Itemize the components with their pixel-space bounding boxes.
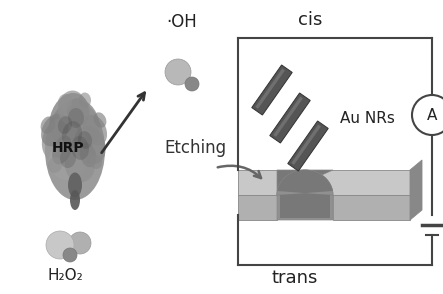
Ellipse shape (65, 148, 95, 183)
Text: Au NRs: Au NRs (340, 111, 395, 126)
Ellipse shape (70, 190, 80, 210)
Polygon shape (277, 170, 333, 195)
Ellipse shape (93, 112, 106, 128)
Text: HRP: HRP (52, 141, 84, 155)
Ellipse shape (58, 91, 86, 126)
Ellipse shape (62, 121, 82, 149)
Ellipse shape (48, 157, 62, 173)
Polygon shape (252, 65, 292, 115)
Ellipse shape (41, 116, 55, 134)
Ellipse shape (67, 98, 89, 126)
Circle shape (63, 248, 77, 262)
Text: Etching: Etching (164, 139, 226, 157)
Ellipse shape (80, 143, 97, 167)
Circle shape (69, 232, 91, 254)
Polygon shape (410, 160, 422, 220)
Ellipse shape (79, 93, 91, 108)
Polygon shape (270, 93, 310, 143)
Ellipse shape (64, 100, 100, 150)
Ellipse shape (58, 116, 72, 134)
Text: trans: trans (272, 269, 318, 287)
Ellipse shape (90, 155, 102, 169)
Ellipse shape (45, 100, 105, 200)
Ellipse shape (42, 118, 78, 162)
Ellipse shape (83, 115, 107, 145)
Circle shape (185, 77, 199, 91)
Polygon shape (255, 69, 285, 109)
Ellipse shape (68, 173, 82, 198)
Polygon shape (277, 170, 333, 220)
Ellipse shape (78, 131, 92, 149)
Circle shape (412, 95, 443, 135)
Ellipse shape (71, 136, 89, 160)
Polygon shape (291, 125, 321, 165)
Ellipse shape (41, 113, 69, 146)
Ellipse shape (74, 126, 106, 164)
Ellipse shape (60, 148, 76, 168)
Ellipse shape (68, 108, 84, 128)
Circle shape (46, 231, 74, 259)
Text: ·OH: ·OH (167, 13, 198, 31)
Ellipse shape (52, 136, 72, 164)
Ellipse shape (49, 140, 87, 180)
Polygon shape (238, 195, 277, 220)
Polygon shape (238, 170, 410, 195)
Polygon shape (333, 195, 410, 220)
Polygon shape (288, 121, 328, 171)
Ellipse shape (50, 93, 90, 147)
Text: A: A (427, 108, 437, 123)
Polygon shape (273, 97, 303, 137)
Polygon shape (277, 170, 333, 218)
Circle shape (165, 59, 191, 85)
Text: cis: cis (298, 11, 322, 29)
Text: H₂O₂: H₂O₂ (47, 268, 83, 283)
Ellipse shape (58, 94, 72, 110)
